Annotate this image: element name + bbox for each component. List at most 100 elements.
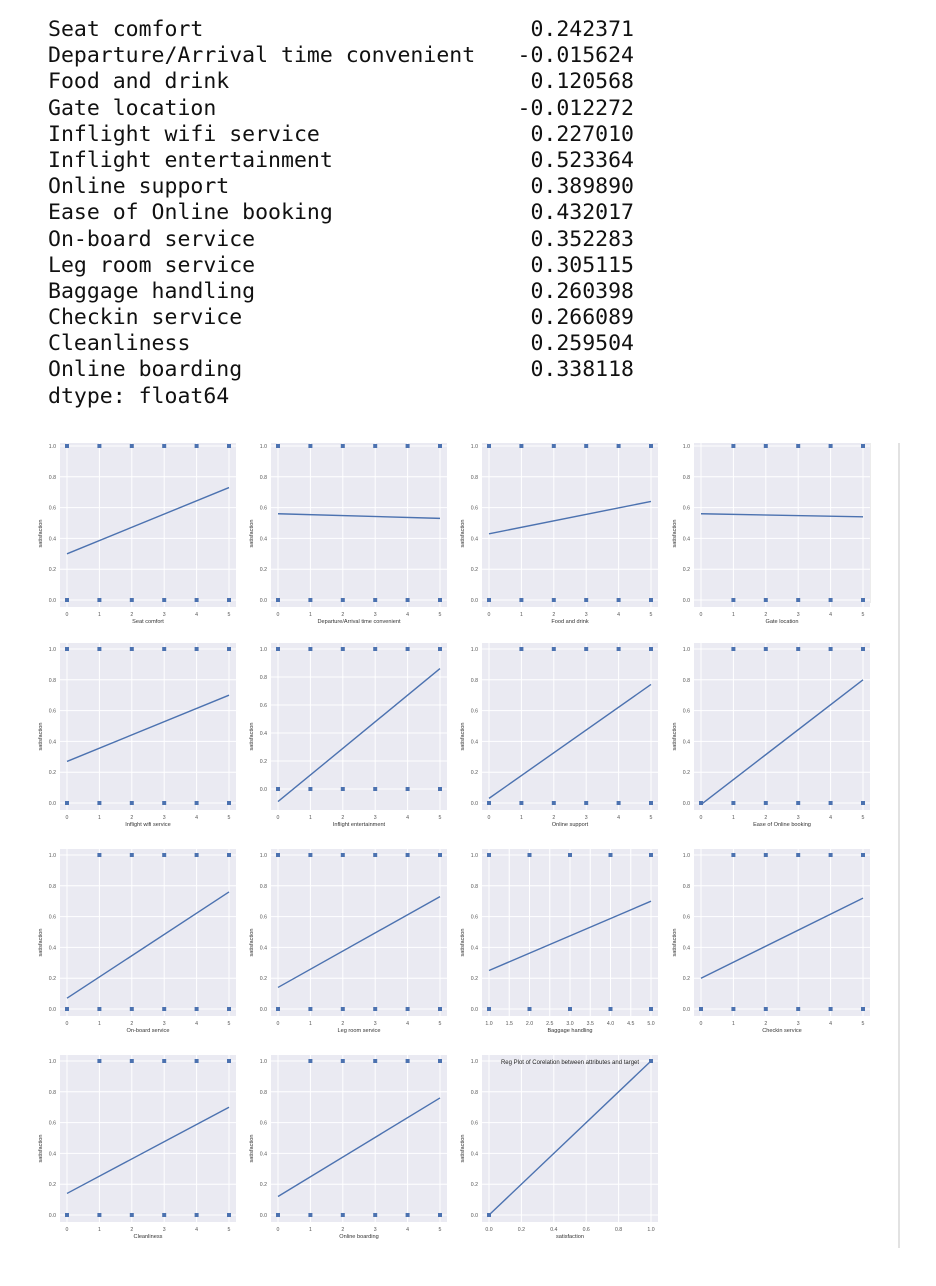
data-point bbox=[527, 1007, 532, 1011]
data-point bbox=[731, 1007, 736, 1011]
y-tick-label: 0.6 bbox=[49, 915, 56, 921]
y-tick-label: 0.4 bbox=[471, 536, 478, 542]
y-axis-label: satisfaction bbox=[672, 929, 678, 957]
correlation-label: Departure/Arrival time convenient bbox=[48, 43, 476, 69]
data-point bbox=[162, 444, 167, 448]
x-axis-label: Departure/Arrival time convenient bbox=[317, 619, 400, 625]
data-point bbox=[487, 853, 491, 857]
x-tick-label: 1 bbox=[309, 815, 312, 821]
x-tick-label: 4 bbox=[829, 1021, 832, 1027]
data-point bbox=[519, 444, 524, 448]
y-tick-label: 1.0 bbox=[49, 853, 56, 859]
data-point bbox=[828, 801, 833, 805]
data-point bbox=[568, 853, 572, 857]
y-tick-label: 0.0 bbox=[683, 598, 690, 604]
data-point bbox=[129, 598, 134, 602]
y-tick-label: 0.8 bbox=[683, 678, 690, 684]
y-tick-label: 0.2 bbox=[260, 759, 267, 765]
correlation-label: On-board service bbox=[48, 226, 256, 252]
data-point bbox=[438, 853, 442, 857]
correlation-label: Online boarding bbox=[48, 357, 243, 383]
data-point bbox=[308, 598, 313, 602]
panel-edge bbox=[870, 443, 871, 603]
y-tick-label: 1.0 bbox=[49, 1059, 56, 1065]
correlation-row: Inflight wifi service 0.227010 bbox=[48, 122, 668, 148]
data-point bbox=[731, 801, 736, 805]
x-tick-label: 2 bbox=[764, 612, 767, 618]
x-tick-label: 3 bbox=[797, 1021, 800, 1027]
data-point bbox=[405, 1059, 410, 1063]
x-tick-label: 3 bbox=[163, 1227, 166, 1233]
x-tick-label: 3 bbox=[797, 612, 800, 618]
correlation-value: 0.227010 bbox=[530, 121, 634, 147]
data-point bbox=[649, 444, 653, 448]
data-point bbox=[796, 1007, 801, 1011]
regression-line bbox=[700, 897, 864, 979]
x-tick-label: 0 bbox=[66, 1227, 69, 1233]
data-point bbox=[861, 647, 865, 651]
data-point bbox=[340, 444, 345, 448]
correlation-row: Online boarding 0.338118 bbox=[48, 357, 668, 383]
subplot: 0.0 0.2 0.4 0.6 0.8 1.0 0 1 2 3 4 5 Seat comfort sati… bbox=[38, 443, 236, 625]
regression-line bbox=[66, 891, 230, 999]
correlation-value: -0.012272 bbox=[517, 95, 635, 121]
correlation-value: 0.266089 bbox=[530, 305, 634, 331]
regression-line bbox=[488, 683, 652, 799]
data-point bbox=[551, 598, 556, 602]
x-axis-label: Baggage handling bbox=[547, 1028, 592, 1034]
data-point bbox=[340, 1059, 345, 1063]
x-tick-label: 5 bbox=[862, 815, 865, 821]
y-tick-label: 0.0 bbox=[260, 1213, 267, 1219]
data-point bbox=[276, 647, 280, 651]
y-tick-label: 0.0 bbox=[471, 598, 478, 604]
x-axis-label: Seat comfort bbox=[132, 619, 164, 625]
data-point bbox=[65, 1007, 69, 1011]
data-point bbox=[276, 853, 280, 857]
x-tick-label: 4 bbox=[617, 612, 620, 618]
data-point bbox=[340, 1213, 345, 1217]
data-point bbox=[194, 1213, 199, 1217]
x-tick-label: 4.0 bbox=[607, 1021, 614, 1027]
y-tick-label: 0.2 bbox=[471, 567, 478, 573]
x-tick-label: 1.5 bbox=[506, 1021, 513, 1027]
y-tick-label: 0.2 bbox=[49, 567, 56, 573]
data-point bbox=[584, 444, 589, 448]
x-tick-label: 5.0 bbox=[647, 1021, 654, 1027]
correlation-row: Gate location -0.012272 bbox=[48, 96, 668, 122]
x-tick-label: 2 bbox=[130, 1021, 133, 1027]
data-point bbox=[487, 801, 491, 805]
data-point bbox=[276, 787, 280, 791]
correlation-row: Leg room service 0.305115 bbox=[48, 253, 668, 279]
y-tick-label: 0.0 bbox=[260, 1007, 267, 1013]
data-point bbox=[162, 853, 167, 857]
correlation-label: Leg room service bbox=[48, 252, 256, 278]
y-tick-label: 0.6 bbox=[49, 709, 56, 715]
data-point bbox=[340, 853, 345, 857]
data-point bbox=[308, 1007, 313, 1011]
subplot: 0.0 0.2 0.4 0.6 0.8 1.0 0.0 0.2 0.4 0.6 0.8 1.0 sati… bbox=[460, 1055, 658, 1240]
regression-line bbox=[66, 1106, 230, 1195]
x-tick-label: 3 bbox=[374, 1227, 377, 1233]
x-tick-label: 4 bbox=[195, 612, 198, 618]
y-tick-label: 0.0 bbox=[471, 1213, 478, 1219]
y-tick-label: 0.0 bbox=[49, 598, 56, 604]
data-point bbox=[568, 1007, 572, 1011]
y-tick-label: 0.0 bbox=[471, 801, 478, 807]
x-tick-label: 3 bbox=[797, 815, 800, 821]
data-point bbox=[763, 598, 768, 602]
data-point bbox=[487, 598, 491, 602]
data-point bbox=[763, 801, 768, 805]
y-tick-label: 0.2 bbox=[683, 976, 690, 982]
x-tick-label: 3 bbox=[585, 612, 588, 618]
y-axis-label: satisfaction bbox=[460, 1135, 466, 1163]
x-tick-label: 0 bbox=[700, 815, 703, 821]
data-point bbox=[162, 647, 167, 651]
correlation-value: 0.120568 bbox=[530, 69, 634, 95]
regression-line bbox=[700, 513, 864, 518]
data-point bbox=[373, 1059, 378, 1063]
data-point bbox=[194, 598, 199, 602]
data-point bbox=[584, 801, 589, 805]
plot-background bbox=[60, 1055, 236, 1222]
data-point bbox=[129, 853, 134, 857]
